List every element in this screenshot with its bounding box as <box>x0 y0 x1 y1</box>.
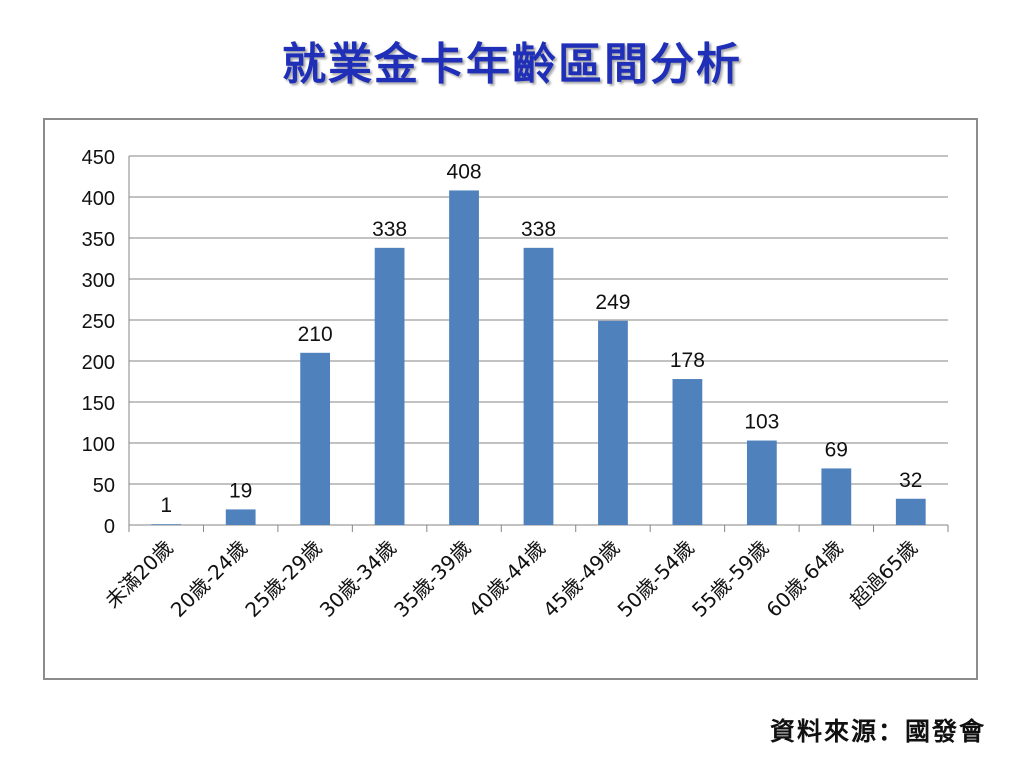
x-tick-label: 55歲-59歲 <box>687 536 773 622</box>
data-label: 338 <box>521 218 556 241</box>
x-tick-label: 超過65歲 <box>845 536 922 613</box>
bar <box>523 247 554 525</box>
y-tick-label: 350 <box>82 229 115 251</box>
y-tick-label: 300 <box>82 270 115 292</box>
x-tick-label: 30歲-34歲 <box>315 536 401 622</box>
x-tick-label: 45歲-49歲 <box>538 536 624 622</box>
data-label: 103 <box>744 411 779 434</box>
y-tick-label: 200 <box>82 352 115 374</box>
bar <box>449 190 479 525</box>
bar <box>895 498 926 525</box>
x-tick-label: 25歲-29歲 <box>240 536 326 622</box>
x-tick-label: 60歲-64歲 <box>761 536 847 622</box>
data-label: 19 <box>229 479 252 502</box>
slide-title: 就業金卡年齡區間分析 <box>282 39 742 90</box>
data-label: 32 <box>899 469 922 492</box>
data-label: 338 <box>372 218 407 241</box>
bar <box>300 352 331 525</box>
x-tick-label: 未滿20歲 <box>100 536 177 613</box>
x-tick-label: 50歲-54歲 <box>613 536 699 622</box>
y-tick-label: 400 <box>82 188 115 210</box>
source-note: 資料來源：國發會 <box>769 717 986 746</box>
x-tick-label: 20歲-24歲 <box>166 536 252 622</box>
y-tick-label: 0 <box>104 516 115 538</box>
bar <box>598 320 628 525</box>
y-tick-label: 150 <box>82 393 115 415</box>
data-label: 249 <box>595 291 630 314</box>
bar <box>225 509 256 525</box>
bar <box>151 524 182 525</box>
data-label: 1 <box>160 494 172 517</box>
x-tick-label: 35歲-39歲 <box>389 536 475 622</box>
data-label: 408 <box>447 160 482 183</box>
y-tick-label: 450 <box>82 147 115 169</box>
bar <box>821 468 852 525</box>
bar-chart: 0 50 100 150 200 250 300 350 400 450 1 未滿20歲 19 20歲-2… <box>82 147 949 622</box>
y-tick-label: 250 <box>82 311 115 333</box>
y-tick-label: 50 <box>93 475 115 497</box>
y-tick-label: 100 <box>82 434 115 456</box>
data-label: 69 <box>825 438 848 461</box>
data-label: 210 <box>298 323 333 346</box>
chart-frame: 0 50 100 150 200 250 300 350 400 450 1 未滿20歲 19 20歲-2… <box>43 118 978 680</box>
bar <box>374 247 405 525</box>
bar <box>746 440 777 525</box>
bar <box>672 379 703 525</box>
x-tick-label: 40歲-44歲 <box>464 536 550 622</box>
data-label: 178 <box>670 349 705 372</box>
